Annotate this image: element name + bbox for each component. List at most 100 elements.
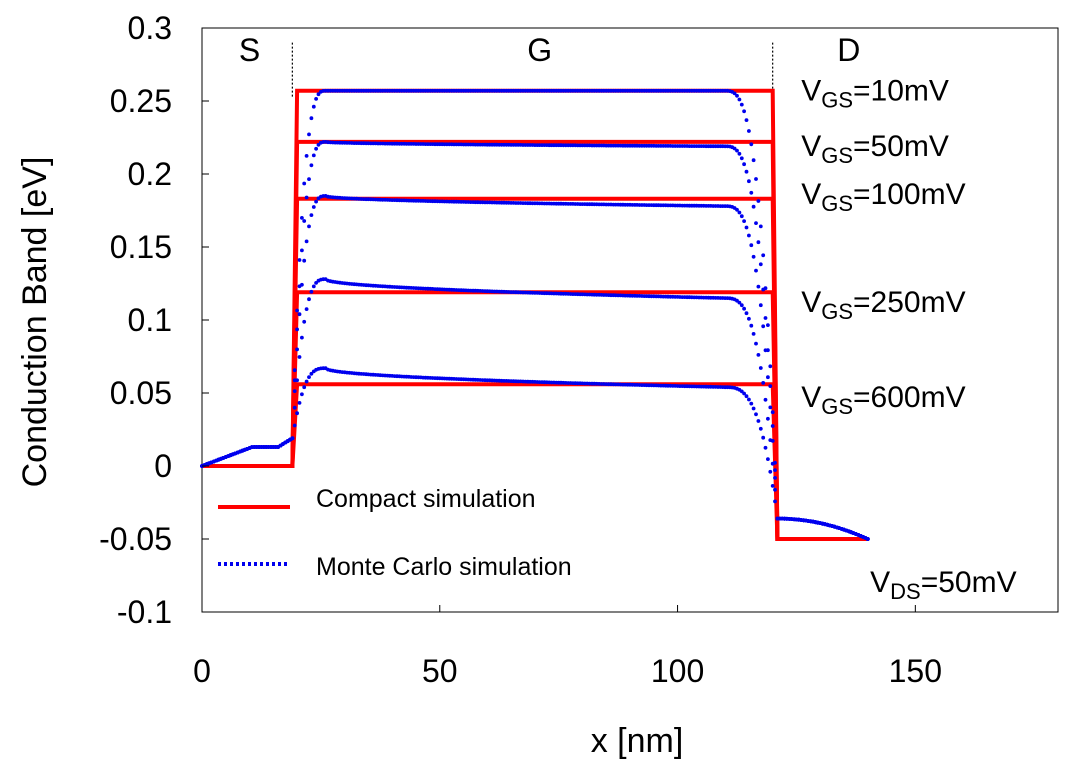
mc-point <box>735 93 739 98</box>
mc-point <box>292 389 297 393</box>
mc-point <box>749 401 754 406</box>
mc-point <box>749 323 754 328</box>
compact-simulation-lines <box>202 88 868 541</box>
mc-point <box>744 311 749 316</box>
vgs-label-5: VGS=600mV <box>801 381 965 419</box>
mc-point <box>761 324 766 329</box>
mc-point <box>292 423 297 428</box>
mc-point <box>300 216 304 220</box>
mc-point <box>309 289 314 294</box>
mc-point <box>768 384 773 388</box>
region-label-s: S <box>239 32 260 68</box>
mc-point <box>307 224 311 229</box>
mc-point <box>751 158 756 163</box>
monte-carlo-dots <box>200 88 870 541</box>
mc-point <box>307 132 311 137</box>
mc-point <box>761 253 766 258</box>
mc-point <box>747 397 751 402</box>
y-tick-label-3: 0.15 <box>110 229 172 265</box>
mc-point <box>763 445 768 450</box>
mc-point <box>865 537 870 541</box>
mc-point <box>773 476 777 480</box>
mc-point <box>314 97 318 101</box>
mc-point <box>311 153 316 158</box>
legend-mc-label: Monte Carlo simulation <box>316 553 572 581</box>
mc-point <box>300 392 304 397</box>
mc-point <box>768 438 773 442</box>
axis-ticks: 0 50 100 150 0.3 0.25 0.2 0.15 0.1 0.05 0 -0.05 -0.1 <box>99 10 942 689</box>
mc-point <box>737 210 742 215</box>
mc-point <box>773 499 777 504</box>
mc-point <box>739 303 744 308</box>
mc-point <box>742 162 746 167</box>
mc-point <box>297 312 302 317</box>
mc-point <box>302 258 307 263</box>
mc-point <box>302 319 307 324</box>
mc-point <box>295 378 299 383</box>
mc-point <box>302 385 307 390</box>
mc-point <box>739 214 744 219</box>
x-tick-label-1: 50 <box>422 653 458 689</box>
mc-point <box>302 219 307 223</box>
mc-point <box>766 457 770 461</box>
mc-point <box>761 287 766 292</box>
vgs-label-4: VGS=250mV <box>801 286 965 324</box>
mc-point <box>749 243 754 248</box>
mc-point <box>744 394 749 399</box>
y-tick-label-8: -0.1 <box>117 594 172 630</box>
mc-point <box>311 284 316 289</box>
mc-point <box>307 375 311 379</box>
mc-point <box>314 281 318 285</box>
vgs-label-3: VGS=100mV <box>801 178 965 216</box>
mc-point <box>751 332 756 336</box>
mc-point <box>747 233 751 238</box>
region-label-g: G <box>527 32 552 68</box>
mc-point <box>739 102 744 107</box>
mc-point <box>292 368 297 373</box>
vgs-label-2: VGS=50mV <box>801 130 949 168</box>
mc-point <box>751 204 756 209</box>
mc-point <box>302 181 307 186</box>
mc-point <box>770 484 775 488</box>
mc-point <box>768 405 773 410</box>
mc-point <box>309 371 314 376</box>
region-label-d: D <box>837 32 860 68</box>
mc-point <box>295 308 299 313</box>
mc-point <box>766 416 770 421</box>
mc-point <box>304 195 309 200</box>
mc-point <box>314 146 318 151</box>
mc-point <box>751 254 756 259</box>
mc-point <box>756 353 761 357</box>
legend-compact-label: Compact simulation <box>316 485 536 513</box>
compact-line-1 <box>202 88 868 541</box>
mc-point <box>756 419 761 423</box>
mc-point <box>742 109 746 114</box>
mc-point <box>758 224 763 229</box>
mc-point <box>768 364 773 369</box>
mc-point <box>756 199 761 203</box>
mc-point <box>766 375 770 380</box>
plot-area <box>201 27 1059 613</box>
series-labels: VGS=10mV VGS=50mV VGS=100mV VGS=250mV VGS=60… <box>801 74 1016 604</box>
mc-point <box>300 248 304 253</box>
mc-point <box>311 205 316 209</box>
x-tick-label-2: 100 <box>651 653 704 689</box>
mc-point <box>744 118 749 122</box>
mc-point <box>742 306 746 311</box>
mc-point <box>773 468 777 472</box>
mc-point <box>747 129 751 133</box>
mc-point <box>735 148 739 153</box>
mc-point <box>770 424 775 428</box>
mc-point <box>763 397 768 402</box>
mc-point <box>754 177 758 181</box>
compact-line-5 <box>202 382 868 541</box>
mc-point <box>747 179 751 184</box>
mc-point <box>735 207 739 212</box>
mc-point <box>756 240 761 245</box>
monte-carlo-series-5 <box>200 366 870 541</box>
mc-point <box>304 379 309 384</box>
mc-point <box>744 169 749 174</box>
y-tick-label-2: 0.2 <box>128 156 172 192</box>
mc-point <box>316 92 321 97</box>
